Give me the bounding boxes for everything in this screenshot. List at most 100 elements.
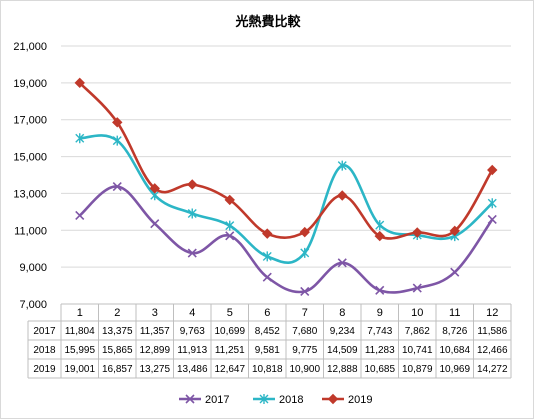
star-marker	[225, 220, 235, 231]
table-cell: 10,685	[364, 364, 395, 375]
diamond-marker	[299, 226, 310, 238]
table-cell: 9,234	[330, 326, 355, 337]
star-marker	[112, 135, 122, 146]
legend-label: 2018	[279, 394, 303, 406]
table-series-label: 2018	[33, 345, 56, 356]
x-marker	[112, 181, 122, 192]
star-marker	[300, 247, 310, 258]
diamond-marker	[327, 393, 339, 405]
table-cell: 9,581	[255, 345, 280, 356]
x-tick-label: 5	[227, 307, 233, 319]
series-2018	[75, 133, 497, 264]
table-cell: 10,699	[214, 326, 245, 337]
x-marker	[337, 258, 347, 268]
series-2017	[75, 181, 497, 297]
x-tick-label: 1	[77, 307, 83, 319]
table-cell: 11,586	[477, 326, 507, 337]
x-tick-label: 10	[411, 307, 423, 319]
table-cell: 14,509	[327, 345, 358, 356]
table-cell: 8,726	[442, 326, 467, 337]
table-cell: 10,741	[402, 345, 433, 356]
diamond-marker	[74, 77, 85, 89]
y-tick-label: 21,000	[13, 41, 47, 53]
diamond-marker	[149, 183, 160, 194]
diamond-marker	[487, 164, 498, 176]
x-marker	[262, 272, 272, 282]
x-marker	[185, 394, 195, 404]
table-series-label: 2017	[33, 326, 56, 337]
table-cell: 13,486	[177, 364, 208, 375]
table-cell: 10,900	[289, 364, 320, 375]
table-cell: 11,913	[177, 345, 207, 356]
table-cell: 11,357	[140, 326, 170, 337]
x-tick-label: 6	[264, 307, 270, 319]
table-cell: 15,995	[64, 345, 95, 356]
table-cell: 7,862	[405, 326, 430, 337]
y-tick-label: 17,000	[13, 115, 47, 127]
x-tick-label: 3	[152, 307, 158, 319]
table-cell: 11,804	[65, 326, 95, 337]
star-marker	[337, 160, 347, 171]
x-marker	[225, 231, 235, 241]
x-tick-label: 9	[377, 307, 383, 319]
table-cell: 9,763	[180, 326, 205, 337]
table-cell: 13,275	[139, 364, 170, 375]
chart-title: 光熱費比較	[235, 15, 301, 30]
x-tick-label: 4	[189, 307, 195, 319]
series-line	[79, 134, 494, 264]
diamond-marker	[224, 194, 235, 206]
diamond-marker	[112, 117, 123, 128]
x-marker	[412, 283, 422, 293]
star-marker	[75, 133, 85, 144]
series-line	[78, 185, 494, 294]
table-cell: 12,888	[327, 364, 358, 375]
y-tick-label: 15,000	[13, 152, 47, 164]
table-cell: 10,818	[252, 364, 283, 375]
y-tick-label: 13,000	[13, 188, 47, 200]
legend-label: 2019	[348, 394, 372, 406]
x-tick-label: 2	[114, 307, 120, 319]
x-marker	[487, 214, 497, 225]
y-tick-label: 7,000	[19, 299, 47, 311]
series-2019	[74, 77, 498, 242]
table-cell: 12,466	[477, 345, 508, 356]
table-cell: 9,775	[292, 345, 317, 356]
table-cell: 12,899	[139, 345, 170, 356]
diamond-marker	[449, 225, 460, 237]
diamond-marker	[262, 228, 273, 239]
y-tick-label: 11,000	[14, 225, 47, 237]
table-cell: 15,865	[102, 345, 133, 356]
x-marker	[187, 248, 197, 258]
table-cell: 19,001	[64, 364, 95, 375]
star-marker	[375, 220, 385, 231]
x-marker	[300, 286, 310, 297]
star-marker	[259, 394, 269, 404]
y-tick-label: 9,000	[19, 262, 47, 274]
star-marker	[487, 198, 497, 209]
table-cell: 7,743	[367, 326, 392, 337]
diamond-marker	[412, 227, 423, 238]
diamond-marker	[337, 190, 348, 201]
table-cell: 10,969	[439, 364, 470, 375]
table-cell: 12,647	[214, 364, 245, 375]
legend-label: 2017	[205, 394, 229, 406]
x-tick-label: 8	[339, 307, 345, 319]
series-line	[78, 81, 494, 240]
star-marker	[262, 251, 272, 262]
table-cell: 13,375	[102, 326, 133, 337]
table-cell: 10,684	[439, 345, 470, 356]
diamond-marker	[374, 230, 385, 242]
table-cell: 11,283	[365, 345, 395, 356]
x-marker	[75, 210, 85, 221]
table-cell: 7,680	[292, 326, 317, 337]
x-tick-label: 12	[486, 307, 498, 319]
table-cell: 11,251	[215, 345, 245, 356]
y-tick-label: 19,000	[13, 78, 47, 90]
x-tick-label: 7	[302, 307, 308, 319]
x-marker	[375, 285, 385, 295]
table-cell: 8,452	[255, 326, 280, 337]
x-marker	[150, 219, 160, 229]
x-marker	[450, 267, 460, 277]
